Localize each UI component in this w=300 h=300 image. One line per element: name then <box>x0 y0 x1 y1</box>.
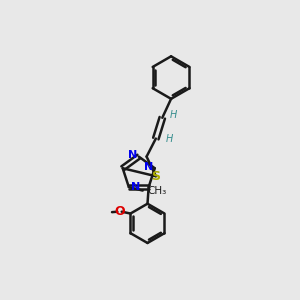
Text: N: N <box>144 162 153 172</box>
Text: H: H <box>166 134 173 144</box>
Text: O: O <box>114 205 125 218</box>
Text: N: N <box>128 150 137 160</box>
Text: S: S <box>151 170 160 183</box>
Text: CH₃: CH₃ <box>148 186 167 196</box>
Text: N: N <box>131 182 140 192</box>
Text: H: H <box>169 110 177 120</box>
